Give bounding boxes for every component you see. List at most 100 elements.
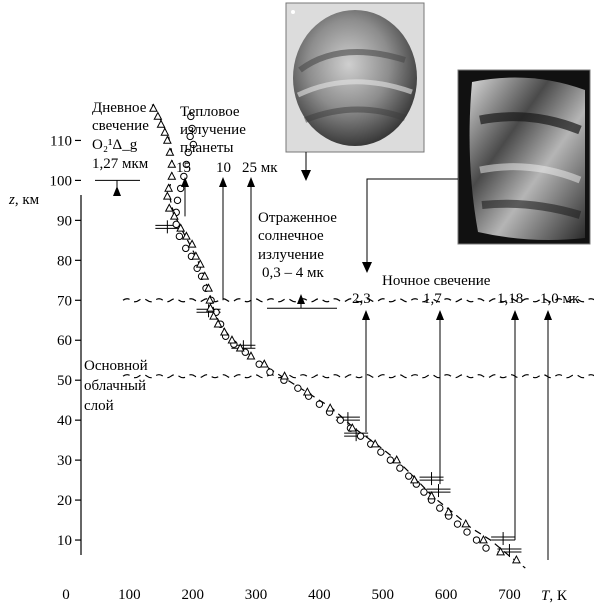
thermal-wavelength-1: 15 — [176, 160, 191, 176]
data-point-triangle — [347, 423, 357, 432]
data-point-circle — [377, 448, 385, 456]
data-point-circle — [187, 112, 195, 121]
venus-dayside-image — [285, 2, 425, 153]
reflected-line-2: солнечное — [258, 228, 324, 244]
dayglow-line-1: Дневное — [92, 100, 147, 116]
thermal-annotation: Тепловое излучение планеты 15 10 25 мк — [176, 104, 278, 349]
data-point-circle — [182, 160, 191, 169]
data-point-circle — [180, 172, 188, 181]
reflected-arrow — [267, 294, 337, 309]
data-point-circle — [184, 148, 192, 157]
x-tick-label: 200 — [181, 587, 204, 603]
nightglow-arrow — [436, 310, 444, 485]
data-point-triangle — [200, 271, 210, 280]
thermal-arrow — [247, 177, 255, 349]
data-point-triangle — [167, 159, 177, 168]
data-point-circle — [186, 132, 194, 141]
error-bars — [155, 220, 522, 558]
data-point-circle — [175, 232, 184, 241]
thermal-line-2: излучение — [180, 122, 246, 138]
thermal-wavelength-3: 25 мк — [242, 160, 278, 176]
data-point-circle — [294, 384, 302, 392]
data-point-circle — [463, 528, 471, 536]
reflected-line-1: Отраженное — [258, 210, 337, 226]
y-tick-label: 20 — [57, 493, 72, 509]
photo-pointer-arrows — [301, 152, 458, 273]
data-point-triangle — [162, 191, 172, 200]
reflected-annotation: Отраженное солнечное излучение 0,3 – 4 м… — [258, 152, 458, 309]
data-point-triangle — [370, 439, 380, 448]
dayglow-annotation: Дневное свечение О₂¹Δ_g 1,27 мкм — [92, 100, 149, 196]
data-point-triangle — [206, 303, 215, 312]
data-point-circle — [189, 140, 198, 149]
y-tick-label: 60 — [57, 333, 72, 349]
data-point-circle — [172, 220, 180, 229]
data-point-circle — [405, 472, 413, 480]
data-point-triangle — [165, 147, 175, 156]
data-point-triangle — [209, 311, 219, 320]
data-point-triangle — [162, 135, 172, 144]
data-point-triangle — [409, 475, 419, 484]
data-point-triangle — [164, 203, 174, 212]
series-triangles — [148, 103, 521, 564]
data-point-triangle — [213, 319, 223, 328]
data-point-triangle — [148, 103, 158, 112]
data-point-triangle — [187, 239, 197, 248]
data-point-triangle — [164, 183, 174, 192]
dayglow-line-3: О₂¹Δ_g — [92, 137, 138, 153]
data-point-triangle — [181, 231, 191, 240]
nightglow-title: Ночное свечение — [382, 273, 491, 289]
data-point-triangle — [176, 223, 186, 232]
data-point-triangle — [169, 211, 179, 220]
data-point-circle — [266, 368, 274, 376]
y-tick-label: 80 — [57, 253, 72, 269]
y-axis-unit: , км — [15, 192, 40, 208]
thermal-arrows — [181, 177, 255, 349]
nightglow-arrow — [362, 310, 370, 433]
y-axis-label: z, км — [8, 192, 40, 208]
data-point-triangle — [235, 343, 245, 352]
error-bar — [426, 484, 451, 498]
data-point-triangle — [479, 534, 488, 544]
data-point-triangle — [280, 371, 289, 380]
data-point-triangle — [511, 554, 521, 564]
y-tick-label: 10 — [57, 533, 72, 549]
x-tick-label: 0 — [62, 587, 70, 603]
data-point-circle — [315, 400, 324, 408]
data-point-triangle — [427, 491, 436, 500]
dayglow-line-4: 1,27 мкм — [92, 156, 149, 172]
data-point-triangle — [195, 259, 205, 268]
dayglow-arrow — [95, 179, 140, 196]
error-bar — [491, 532, 516, 546]
thermal-arrow — [181, 177, 189, 217]
data-point-triangle — [191, 251, 201, 260]
data-point-triangle — [219, 327, 229, 336]
cloud-label-line-2: облачный — [84, 378, 146, 394]
y-tick-label: 50 — [57, 373, 72, 389]
data-point-triangle — [153, 111, 163, 120]
data-point-circle — [188, 124, 196, 133]
cloud-label-line-3: слой — [84, 398, 114, 414]
x-axis-unit: , К — [549, 588, 568, 604]
data-point-circle — [420, 488, 428, 496]
y-tick-label: 100 — [50, 173, 73, 189]
nightglow-arrow — [511, 310, 519, 541]
x-tick-label: 600 — [435, 587, 458, 603]
nightglow-arrow — [544, 310, 552, 561]
x-tick-label: 100 — [118, 587, 141, 603]
y-axis-var: z — [8, 192, 15, 208]
data-point-circle — [396, 464, 404, 472]
dayglow-line-2: свечение — [92, 118, 149, 134]
thermal-arrow — [219, 177, 227, 301]
nightglow-annotation: Ночное свечение 2,3 1,7 1,18 1,0 мк — [352, 273, 580, 561]
cloud-label-line-1: Основной — [84, 358, 148, 374]
data-point-triangle — [167, 171, 177, 180]
venus-nightside-image — [457, 69, 591, 245]
data-point-triangle — [325, 403, 335, 412]
x-tick-label: 400 — [308, 587, 331, 603]
x-tick-label: 500 — [372, 587, 395, 603]
data-point-circle — [482, 544, 490, 552]
cloud-layer-top-boundary — [122, 298, 594, 303]
data-point-triangle — [302, 387, 312, 396]
data-point-triangle — [496, 546, 506, 556]
